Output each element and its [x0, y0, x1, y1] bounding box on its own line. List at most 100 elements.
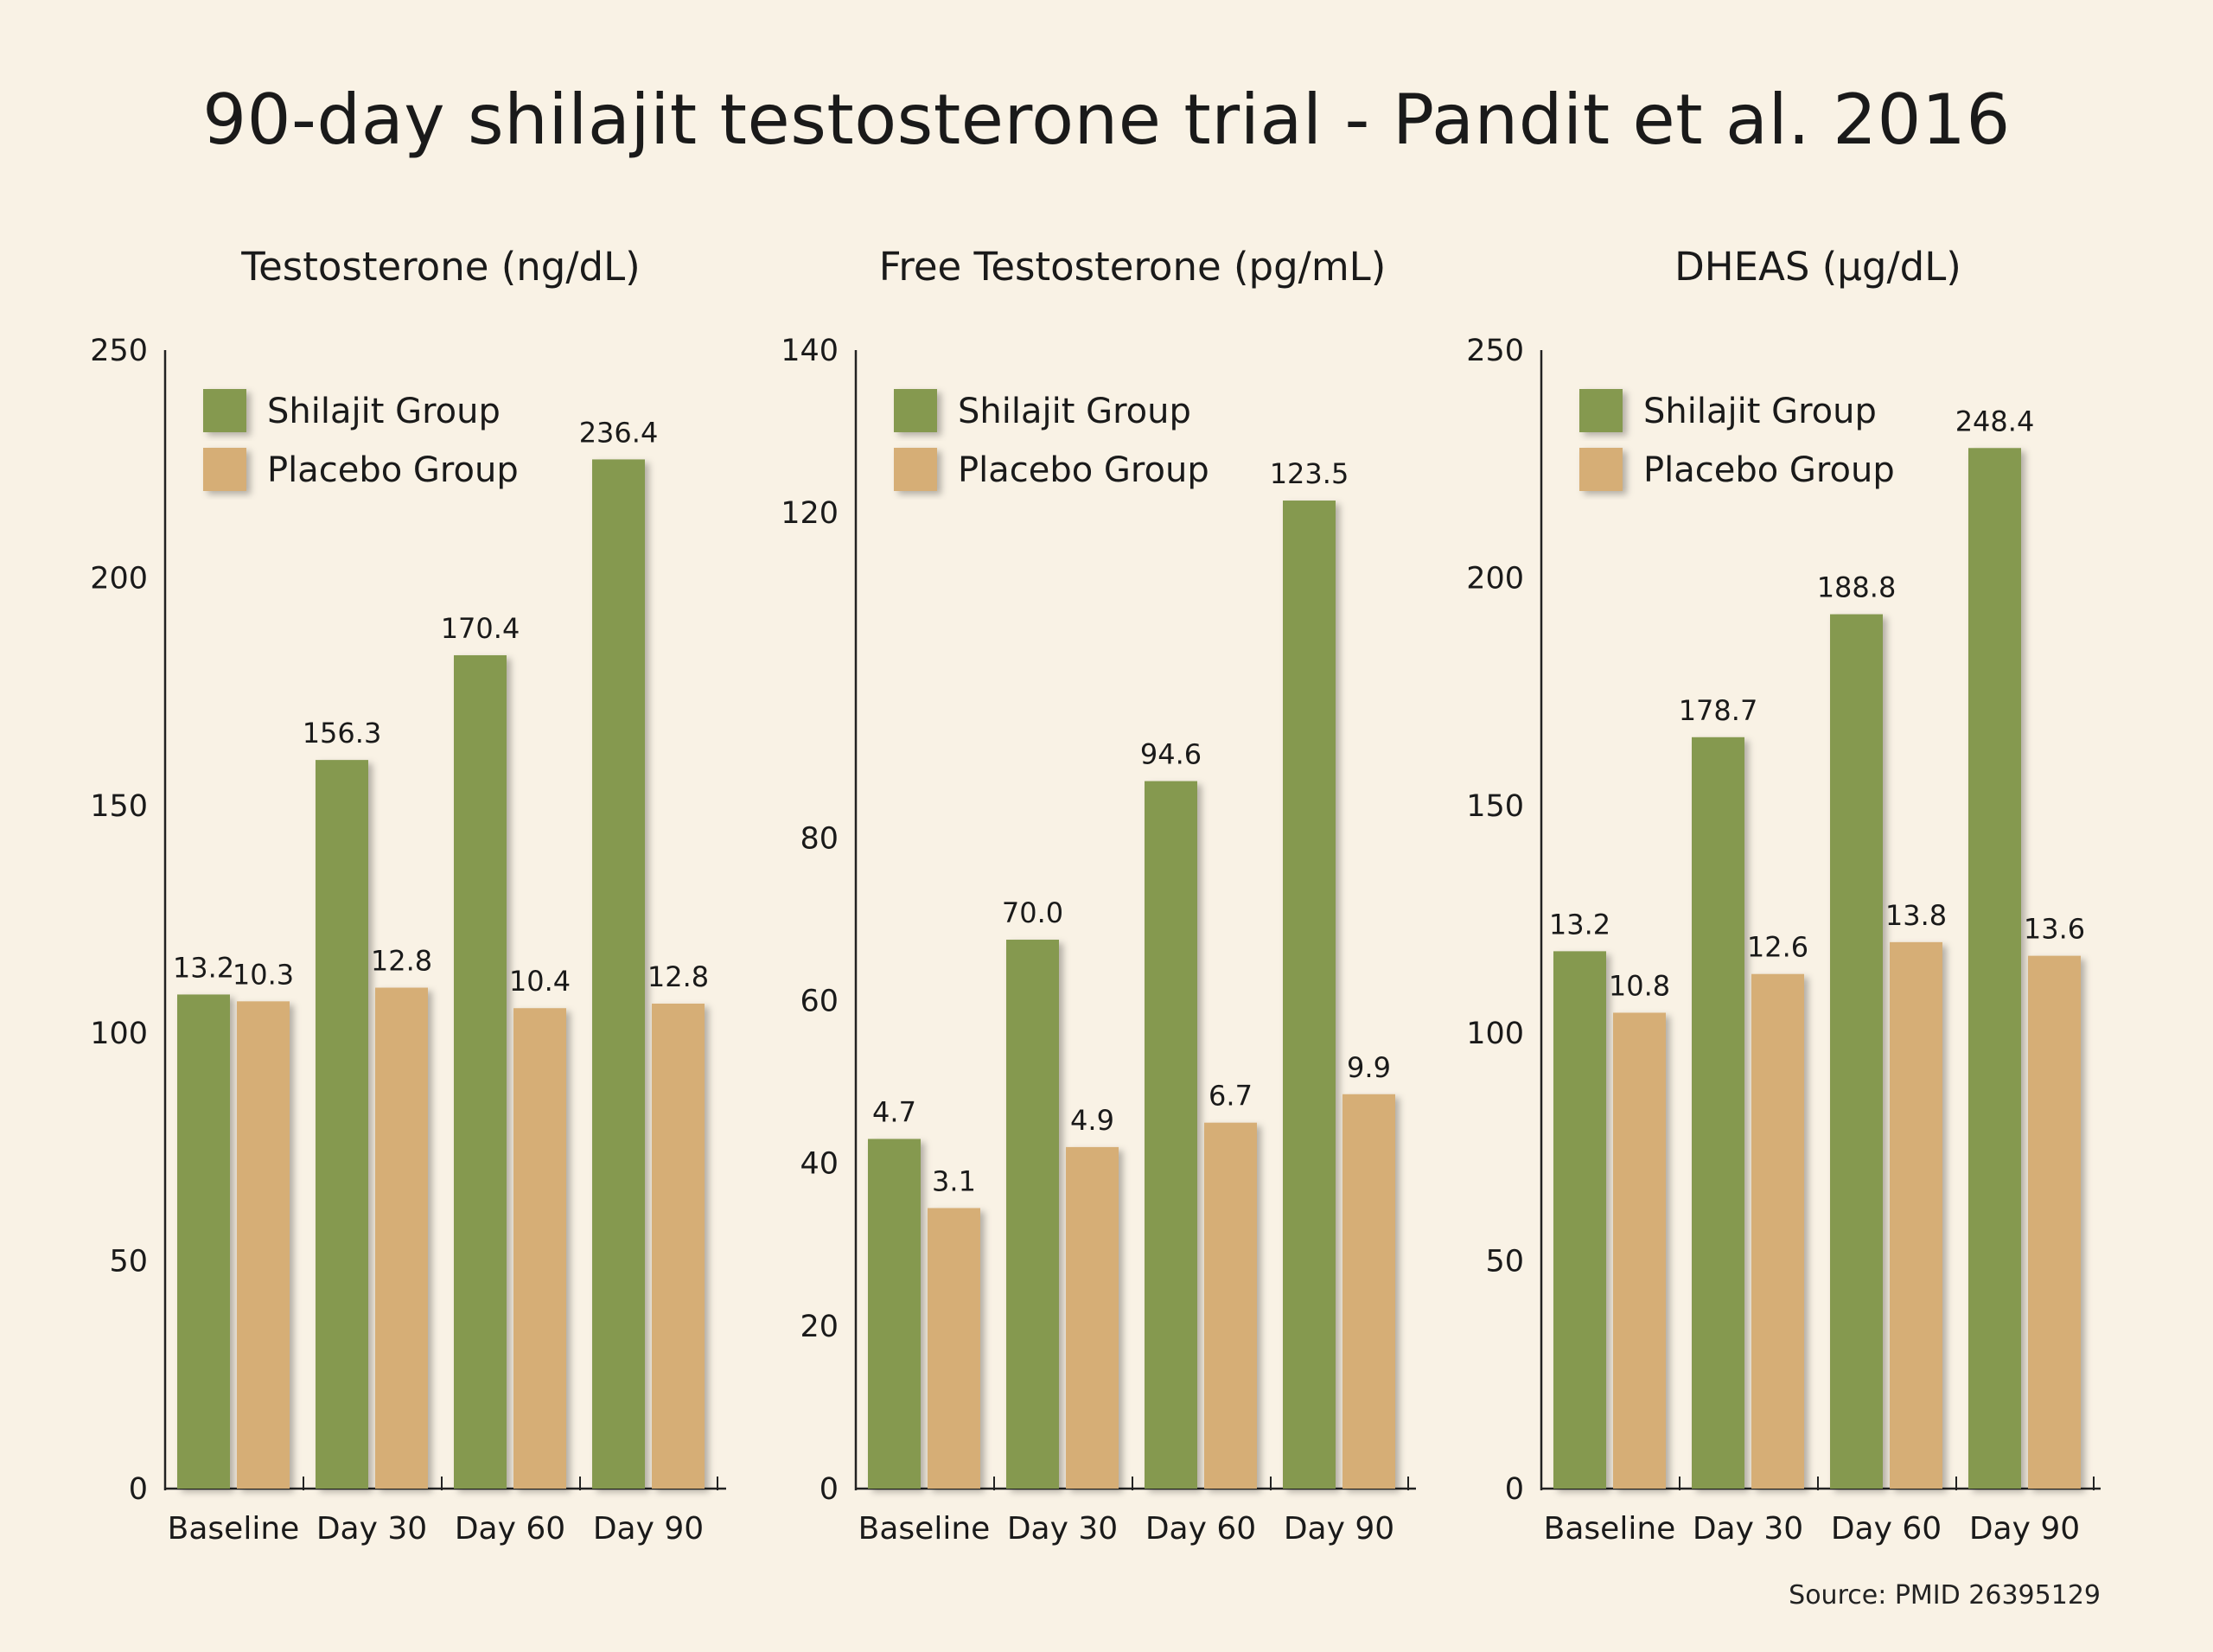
data-label: 178.7: [1679, 694, 1758, 727]
shilajit-bar: [454, 654, 507, 1489]
y-tick-label: 200: [90, 561, 148, 596]
data-label: 3.1: [932, 1164, 976, 1197]
shilajit-bar: [868, 1139, 921, 1489]
x-tick-label: Day 90: [1969, 1511, 2080, 1547]
data-label: 10.4: [509, 965, 571, 998]
legend-label: Shilajit Group: [1643, 392, 1877, 431]
y-tick-label: 140: [781, 334, 839, 368]
data-label: 123.5: [1270, 457, 1349, 490]
data-label: 6.7: [1209, 1080, 1253, 1113]
shilajit-bar: [1006, 940, 1059, 1489]
x-tick-label: Day 30: [1693, 1511, 1803, 1547]
shilajit-bar: [592, 459, 645, 1489]
placebo-bar: [1066, 1146, 1119, 1489]
y-tick-label: 100: [1466, 1017, 1524, 1051]
shilajit-bar: [1553, 951, 1606, 1489]
placebo-bar: [652, 1003, 705, 1489]
x-tick-label: Baseline: [1544, 1511, 1676, 1547]
placebo-bar: [2028, 955, 2081, 1489]
y-tick-label: 150: [90, 789, 148, 824]
data-label: 4.7: [872, 1095, 916, 1128]
chart-title: Free Testosterone (pg/mL): [879, 244, 1387, 290]
chart-panel: Free Testosterone (pg/mL) 0 20 40 60 80 120 140…: [781, 244, 1416, 1547]
source-note: Source: PMID 26395129: [1789, 1580, 2101, 1611]
x-tick-label: Day 30: [1007, 1511, 1118, 1547]
placebo-legend-swatch: [894, 448, 937, 491]
chart-title: DHEAS (µg/dL): [1674, 244, 1961, 290]
placebo-bar: [1204, 1122, 1257, 1489]
shilajit-legend-swatch: [203, 389, 246, 432]
legend-label: Placebo Group: [267, 450, 519, 490]
x-tick-label: Baseline: [168, 1511, 300, 1547]
y-tick-label: 100: [90, 1017, 148, 1051]
data-label: 12.6: [1747, 931, 1808, 964]
data-label: 10.3: [233, 958, 294, 991]
shilajit-bar: [316, 760, 368, 1489]
data-label: 12.8: [647, 960, 709, 993]
y-tick-label: 150: [1466, 789, 1524, 824]
placebo-legend-swatch: [203, 448, 246, 491]
shilajit-legend-swatch: [894, 389, 937, 432]
legend-label: Placebo Group: [958, 450, 1209, 490]
placebo-bar: [513, 1008, 566, 1489]
data-label: 94.6: [1140, 738, 1202, 771]
legend-label: Shilajit Group: [958, 392, 1191, 431]
shilajit-bar: [1692, 737, 1744, 1489]
placebo-bar: [1342, 1094, 1395, 1489]
data-label: 248.4: [1955, 405, 2035, 437]
legend-label: Shilajit Group: [267, 392, 501, 431]
data-label: 13.2: [1549, 908, 1610, 941]
data-label: 13.8: [1885, 899, 1947, 932]
data-label: 10.8: [1609, 969, 1670, 1002]
y-tick-label: 250: [90, 334, 148, 368]
chart-panel: DHEAS (µg/dL) 0 50 100 150 200 250 13.2 10.8 Base…: [1466, 244, 2101, 1547]
placebo-bar: [237, 1001, 290, 1489]
data-label: 9.9: [1347, 1051, 1391, 1084]
placebo-legend-swatch: [1579, 448, 1623, 491]
y-tick-label: 250: [1466, 334, 1524, 368]
x-tick-label: Day 90: [593, 1511, 704, 1547]
data-label: 4.9: [1070, 1104, 1114, 1137]
y-tick-label: 0: [820, 1472, 839, 1507]
shilajit-legend-swatch: [1579, 389, 1623, 432]
x-tick-label: Day 30: [316, 1511, 427, 1547]
y-tick-label: 200: [1466, 561, 1524, 596]
placebo-bar: [1613, 1012, 1666, 1489]
y-tick-label: 60: [800, 985, 839, 1019]
x-tick-label: Day 60: [455, 1511, 565, 1547]
x-tick-label: Baseline: [858, 1511, 991, 1547]
shilajit-bar: [1968, 448, 2021, 1489]
y-tick-label: 0: [1505, 1472, 1524, 1507]
chart-panel: Testosterone (ng/dL)05010015020025013.21…: [90, 244, 726, 1547]
chart-title: Testosterone (ng/dL): [240, 244, 640, 290]
y-tick-label: 120: [781, 496, 839, 531]
placebo-bar: [375, 987, 428, 1489]
y-tick-label: 80: [800, 821, 839, 856]
shilajit-bar: [177, 994, 230, 1489]
shilajit-bar: [1145, 781, 1197, 1489]
placebo-bar: [1890, 941, 1942, 1489]
shilajit-bar: [1830, 614, 1883, 1489]
x-tick-label: Day 60: [1145, 1511, 1256, 1547]
legend-label: Placebo Group: [1643, 450, 1895, 490]
y-tick-label: 50: [109, 1245, 148, 1279]
placebo-bar: [928, 1208, 980, 1489]
data-label: 13.2: [173, 951, 234, 984]
x-tick-label: Day 90: [1284, 1511, 1394, 1547]
y-tick-label: 20: [800, 1310, 839, 1344]
y-tick-label: 0: [129, 1472, 148, 1507]
data-label: 13.6: [2024, 913, 2085, 946]
shilajit-bar: [1283, 501, 1336, 1489]
data-label: 12.8: [371, 945, 432, 978]
placebo-bar: [1751, 973, 1804, 1489]
data-label: 236.4: [579, 416, 659, 449]
data-label: 188.8: [1817, 571, 1897, 604]
figure-title: 90-day shilajit testosterone trial - Pan…: [202, 80, 2011, 160]
y-tick-label: 50: [1485, 1245, 1524, 1279]
y-tick-label: 40: [800, 1147, 839, 1182]
data-label: 170.4: [441, 612, 520, 645]
data-label: 70.0: [1002, 896, 1063, 929]
data-label: 156.3: [303, 717, 382, 749]
